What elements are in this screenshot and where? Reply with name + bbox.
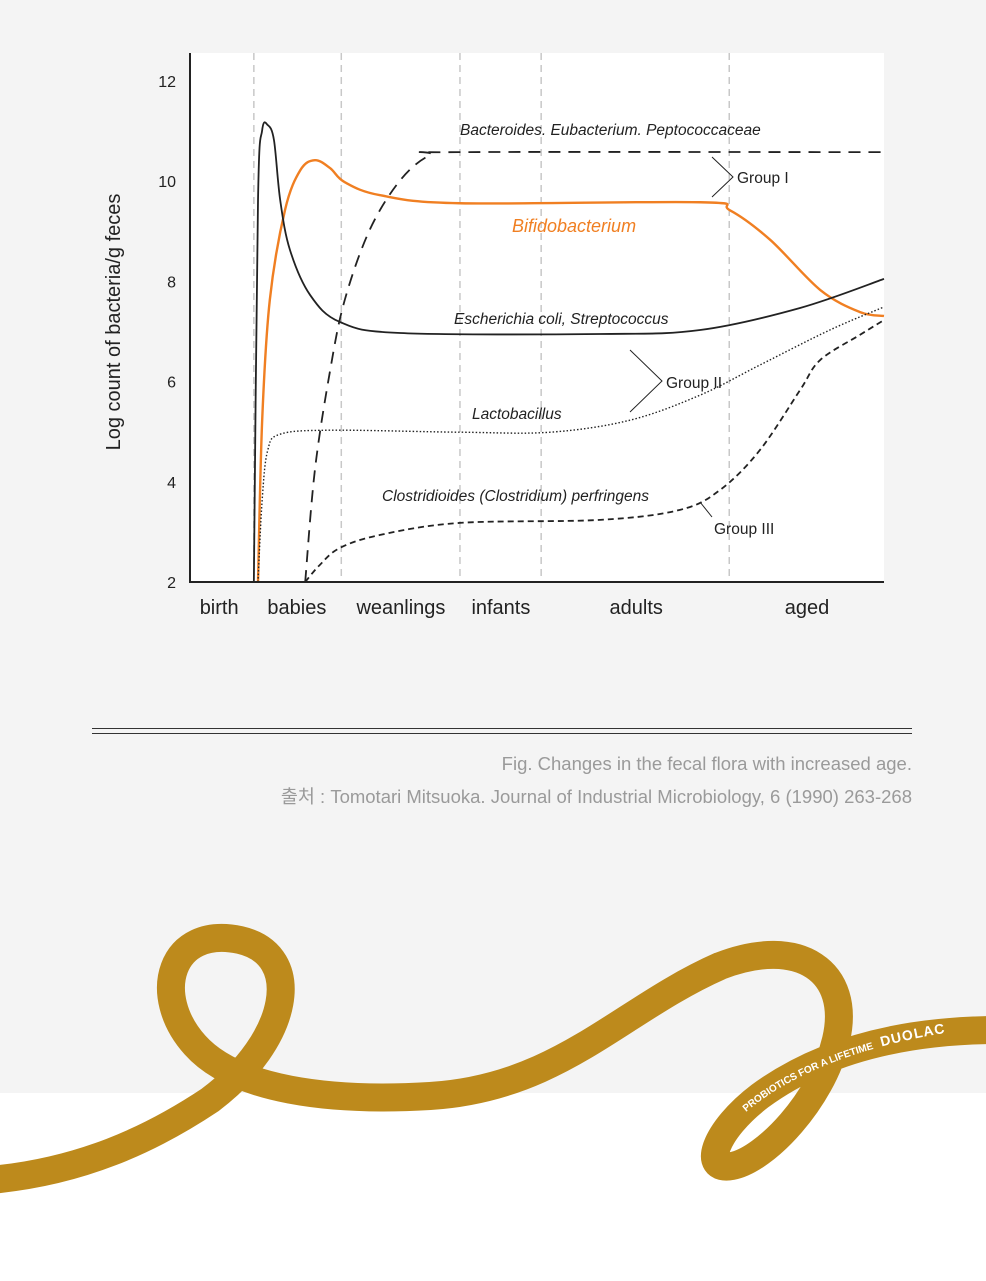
y-tick-label: 6 xyxy=(167,375,176,392)
line-chart: 2 4 6 8 10 12 birth babies weanlings infants adul… xyxy=(103,53,885,619)
divider-line xyxy=(92,728,912,729)
label-clostridium: Clostridioides (Clostridium) perfringens xyxy=(382,488,649,505)
group1-bracket xyxy=(711,156,734,198)
group3-pointer xyxy=(699,501,713,518)
x-category-label: weanlings xyxy=(355,597,445,619)
y-tick-label: 8 xyxy=(167,274,176,291)
y-tick-label: 12 xyxy=(158,74,176,91)
ribbon-shape xyxy=(0,924,986,1194)
label-bacteroides: Bacteroides. Eubacterium. Peptococcaceae xyxy=(460,122,761,139)
x-category-label: aged xyxy=(785,597,830,619)
x-category-label: infants xyxy=(471,597,530,619)
figure-caption: Fig. Changes in the fecal flora with inc… xyxy=(501,753,912,774)
y-axis-label: Log count of bacteria/g feces xyxy=(103,194,125,451)
x-category-label: adults xyxy=(610,597,663,619)
y-tick-label: 2 xyxy=(167,575,176,592)
figure-source: 출처 : Tomotari Mitsuoka. Journal of Indus… xyxy=(280,786,912,807)
series-line-clostridioides xyxy=(304,319,885,583)
series-line-bacteroides xyxy=(304,151,885,583)
y-tick-label: 4 xyxy=(167,475,176,492)
y-tick-label: 10 xyxy=(158,174,176,191)
divider-line xyxy=(92,733,912,734)
group2-bracket xyxy=(629,349,663,413)
label-group2: Group II xyxy=(666,375,722,392)
label-group3: Group III xyxy=(714,521,774,538)
label-escherichia: Escherichia coli, Streptococcus xyxy=(454,311,669,328)
plot-area xyxy=(190,53,884,582)
series-line-bifidobacterium xyxy=(256,158,885,583)
x-category-label: birth xyxy=(200,597,239,619)
label-bifidobacterium: Bifidobacterium xyxy=(512,216,636,236)
label-lactobacillus: Lactobacillus xyxy=(472,406,562,423)
label-group1: Group I xyxy=(737,170,789,187)
series-line-escherichia xyxy=(252,121,885,583)
x-category-label: babies xyxy=(267,597,326,619)
